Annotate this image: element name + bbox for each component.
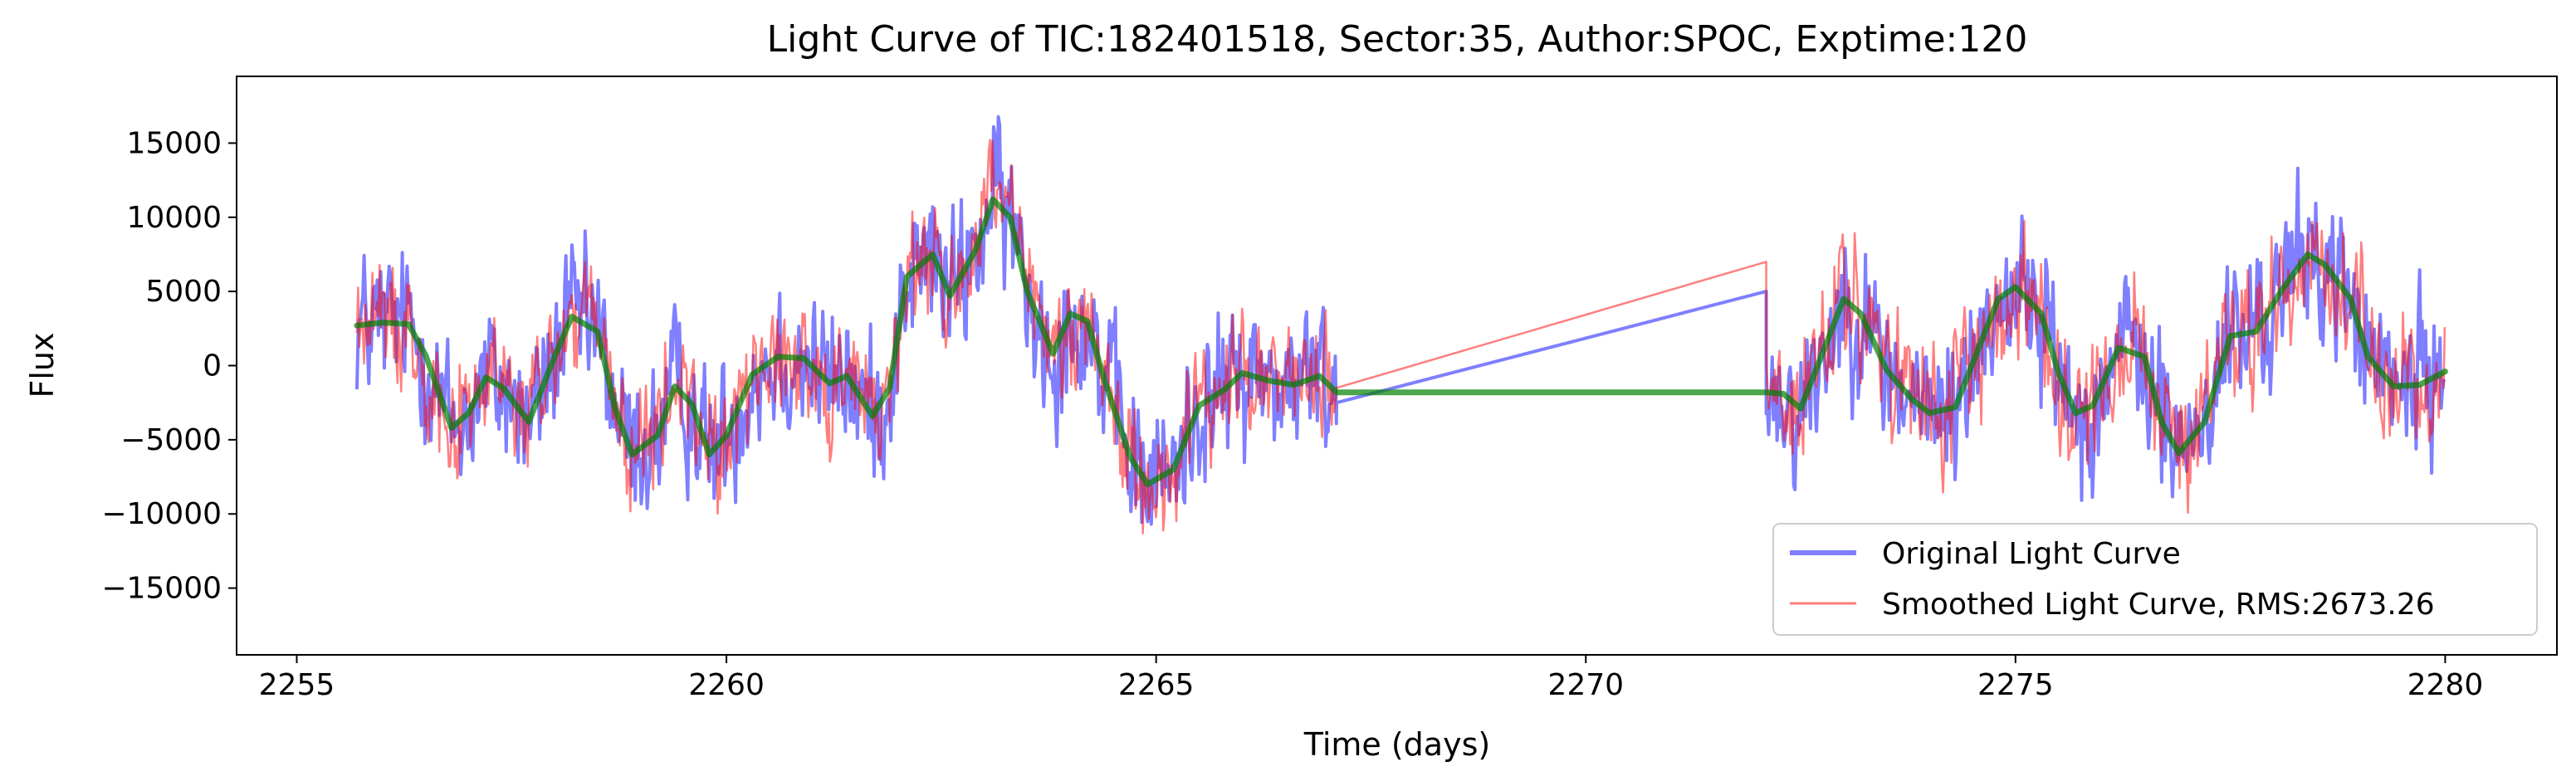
chart-title: Light Curve of TIC:182401518, Sector:35,… bbox=[767, 18, 2028, 61]
x-tick-label: 2265 bbox=[1118, 668, 1195, 702]
x-tick-label: 2260 bbox=[688, 668, 765, 702]
series-layer bbox=[354, 115, 2448, 534]
x-tick-label: 2280 bbox=[2407, 668, 2484, 702]
y-axis-label: Flux bbox=[24, 333, 61, 398]
y-tick-label: 0 bbox=[203, 349, 222, 383]
x-tick-label: 2255 bbox=[259, 668, 335, 702]
x-axis: 2255 2260 2265 2270 2275 2280 bbox=[259, 655, 2484, 702]
series-trend bbox=[354, 196, 2448, 487]
y-tick-label: 15000 bbox=[126, 126, 222, 160]
y-tick-label: −10000 bbox=[101, 497, 222, 531]
legend-label-original: Original Light Curve bbox=[1882, 537, 2181, 571]
y-tick-label: −15000 bbox=[101, 572, 222, 606]
x-tick-label: 2270 bbox=[1547, 668, 1624, 702]
y-tick-label: 5000 bbox=[145, 275, 222, 309]
y-axis: −15000 −10000 −5000 0 5000 10000 15000 bbox=[101, 126, 237, 606]
y-tick-label: −5000 bbox=[120, 423, 222, 457]
legend: Original Light Curve Smoothed Light Curv… bbox=[1772, 523, 2538, 636]
y-tick-label: 10000 bbox=[126, 201, 222, 235]
legend-label-smoothed: Smoothed Light Curve, RMS:2673.26 bbox=[1882, 588, 2435, 622]
legend-box bbox=[1772, 523, 2538, 636]
x-axis-label: Time (days) bbox=[1303, 726, 1490, 763]
x-tick-label: 2275 bbox=[1977, 668, 2054, 702]
